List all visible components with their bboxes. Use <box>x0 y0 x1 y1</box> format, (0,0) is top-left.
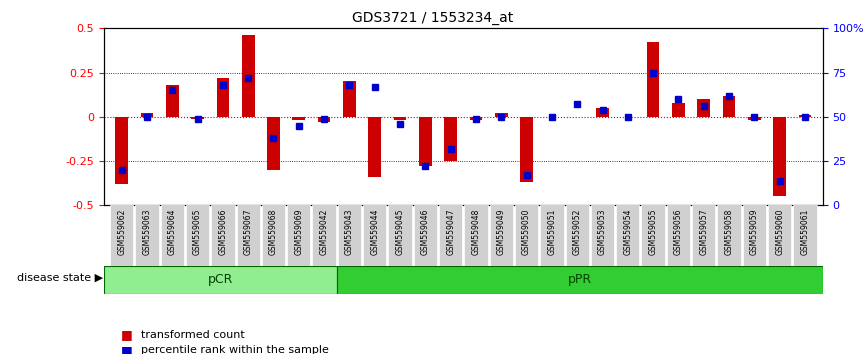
Bar <box>166 85 178 117</box>
Bar <box>191 117 204 119</box>
FancyBboxPatch shape <box>262 205 285 266</box>
Text: ■: ■ <box>121 344 133 354</box>
Bar <box>520 117 533 182</box>
Text: GSM559065: GSM559065 <box>193 208 202 255</box>
Text: percentile rank within the sample: percentile rank within the sample <box>141 346 329 354</box>
Text: GSM559062: GSM559062 <box>117 208 126 255</box>
FancyBboxPatch shape <box>135 205 158 266</box>
FancyBboxPatch shape <box>692 205 715 266</box>
Text: GSM559042: GSM559042 <box>320 208 328 255</box>
FancyBboxPatch shape <box>338 205 361 266</box>
Text: GDS3721 / 1553234_at: GDS3721 / 1553234_at <box>352 11 514 25</box>
FancyBboxPatch shape <box>388 205 411 266</box>
Bar <box>419 117 431 166</box>
Text: transformed count: transformed count <box>141 330 245 339</box>
Bar <box>394 117 406 120</box>
FancyBboxPatch shape <box>363 205 386 266</box>
FancyBboxPatch shape <box>717 205 740 266</box>
Text: GSM559059: GSM559059 <box>750 208 759 255</box>
Bar <box>495 113 507 117</box>
Bar <box>268 117 280 170</box>
FancyBboxPatch shape <box>337 266 823 294</box>
Bar <box>444 117 457 161</box>
FancyBboxPatch shape <box>414 205 437 266</box>
Text: GSM559051: GSM559051 <box>547 208 556 255</box>
Text: pPR: pPR <box>568 273 591 286</box>
Text: GSM559053: GSM559053 <box>598 208 607 255</box>
FancyBboxPatch shape <box>540 205 564 266</box>
Bar <box>140 113 153 117</box>
Text: GSM559069: GSM559069 <box>294 208 303 255</box>
FancyBboxPatch shape <box>464 205 488 266</box>
FancyBboxPatch shape <box>489 205 513 266</box>
FancyBboxPatch shape <box>313 205 336 266</box>
Text: GSM559055: GSM559055 <box>649 208 657 255</box>
FancyBboxPatch shape <box>439 205 462 266</box>
FancyBboxPatch shape <box>768 205 792 266</box>
Text: GSM559054: GSM559054 <box>624 208 632 255</box>
Bar <box>216 78 229 117</box>
FancyBboxPatch shape <box>793 205 817 266</box>
FancyBboxPatch shape <box>110 205 133 266</box>
FancyBboxPatch shape <box>642 205 665 266</box>
Text: GSM559066: GSM559066 <box>218 208 228 255</box>
Text: GSM559050: GSM559050 <box>522 208 531 255</box>
Bar <box>596 108 609 117</box>
Text: GSM559060: GSM559060 <box>775 208 785 255</box>
Bar <box>318 117 331 122</box>
Text: GSM559068: GSM559068 <box>269 208 278 255</box>
FancyBboxPatch shape <box>288 205 310 266</box>
Bar <box>469 117 482 120</box>
Text: GSM559052: GSM559052 <box>572 208 582 255</box>
FancyBboxPatch shape <box>160 205 184 266</box>
Text: GSM559056: GSM559056 <box>674 208 683 255</box>
Bar <box>723 96 735 117</box>
Text: GSM559049: GSM559049 <box>497 208 506 255</box>
Text: GSM559046: GSM559046 <box>421 208 430 255</box>
Text: GSM559058: GSM559058 <box>725 208 734 255</box>
Text: GSM559048: GSM559048 <box>471 208 481 255</box>
Bar <box>647 42 659 117</box>
FancyBboxPatch shape <box>211 205 235 266</box>
Bar <box>368 117 381 177</box>
Bar <box>697 99 710 117</box>
Text: GSM559047: GSM559047 <box>446 208 456 255</box>
Bar <box>242 35 255 117</box>
Bar <box>798 115 811 117</box>
FancyBboxPatch shape <box>617 205 639 266</box>
Text: GSM559064: GSM559064 <box>168 208 177 255</box>
Bar <box>293 117 305 120</box>
Text: GSM559045: GSM559045 <box>396 208 404 255</box>
Bar <box>343 81 356 117</box>
Bar <box>748 117 760 120</box>
Text: GSM559067: GSM559067 <box>243 208 253 255</box>
Text: GSM559043: GSM559043 <box>345 208 354 255</box>
Bar <box>672 103 685 117</box>
FancyBboxPatch shape <box>591 205 614 266</box>
Bar <box>115 117 128 184</box>
FancyBboxPatch shape <box>565 205 589 266</box>
Bar <box>773 117 786 196</box>
Text: ■: ■ <box>121 328 133 341</box>
Text: GSM559057: GSM559057 <box>699 208 708 255</box>
FancyBboxPatch shape <box>236 205 260 266</box>
FancyBboxPatch shape <box>186 205 210 266</box>
FancyBboxPatch shape <box>667 205 690 266</box>
Text: GSM559061: GSM559061 <box>800 208 810 255</box>
Text: GSM559063: GSM559063 <box>142 208 152 255</box>
Text: pCR: pCR <box>208 273 233 286</box>
FancyBboxPatch shape <box>515 205 539 266</box>
FancyBboxPatch shape <box>743 205 766 266</box>
Text: disease state ▶: disease state ▶ <box>17 273 103 283</box>
FancyBboxPatch shape <box>104 266 337 294</box>
Text: GSM559044: GSM559044 <box>371 208 379 255</box>
